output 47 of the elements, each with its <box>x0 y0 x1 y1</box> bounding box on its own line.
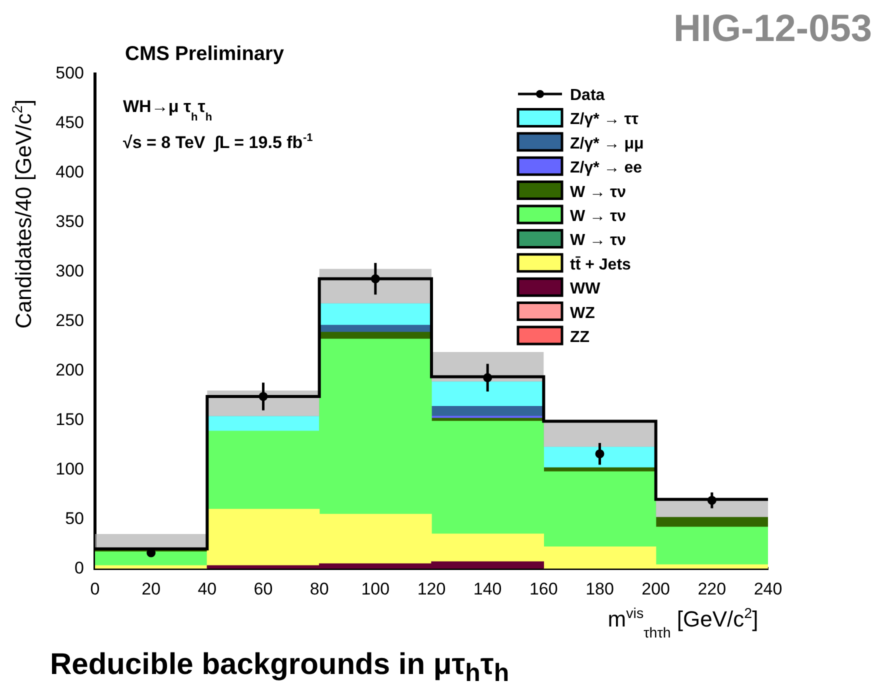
legend-label: Data <box>570 87 605 104</box>
y-tick-label: 150 <box>56 410 84 429</box>
text: HIG-12-053 <box>673 8 872 51</box>
bar <box>95 551 208 566</box>
x-tick-label: 180 <box>586 579 614 598</box>
x-tick-label: 20 <box>142 579 161 598</box>
legend-label: WZ <box>570 304 596 322</box>
legend-label: W → τν <box>570 208 626 225</box>
x-tick-label: 0 <box>90 579 100 598</box>
bar <box>95 565 208 569</box>
bar <box>431 381 544 407</box>
bar <box>656 516 768 528</box>
bar <box>543 446 656 468</box>
y-tick-label: 500 <box>56 64 84 83</box>
x-tick-label: 220 <box>698 579 726 598</box>
bar <box>431 406 544 417</box>
y-tick-label: 300 <box>56 262 84 281</box>
x-tick-label: 240 <box>754 579 782 598</box>
x-tick-label: 40 <box>198 579 217 598</box>
chart-title: CMS Preliminary <box>125 43 285 65</box>
x-tick-label: 120 <box>417 579 446 598</box>
legend-label: W → τν <box>570 232 626 250</box>
x-tick-label: 100 <box>361 579 390 598</box>
x-tick-label: 200 <box>642 579 670 598</box>
legend-label: Z/γ* → μμ <box>570 135 644 152</box>
x-tick-label: 140 <box>473 579 502 598</box>
y-tick-label: 400 <box>56 162 84 182</box>
legend-label: W → τν <box>570 184 626 201</box>
x-tick-label: 160 <box>529 579 558 598</box>
legend-label: tt̄ + Jets <box>570 256 632 274</box>
y-tick-label: 0 <box>74 558 84 578</box>
x-tick-label: 60 <box>254 579 273 598</box>
legend-label: WW <box>570 280 602 298</box>
y-tick-label: 350 <box>56 212 84 232</box>
bar <box>206 416 320 432</box>
y-tick-label: 200 <box>56 360 84 380</box>
y-axis-title: Candidates/40 [GeV/c2] <box>10 99 36 329</box>
y-tick-label: 250 <box>56 310 84 330</box>
text: Reducible backgrounds in μτ$_{h}$τ$_{h}$ <box>50 648 510 688</box>
legend-label: Z/γ* → ττ <box>570 111 639 128</box>
x-tick-label: 80 <box>310 579 329 598</box>
legend-label: ZZ <box>570 329 590 346</box>
legend-label: Z/γ* → ee <box>570 160 642 177</box>
y-tick-label: 100 <box>56 459 84 478</box>
bar <box>319 303 432 326</box>
y-tick-label: 450 <box>56 113 84 132</box>
y-tick-label: 50 <box>65 508 84 528</box>
